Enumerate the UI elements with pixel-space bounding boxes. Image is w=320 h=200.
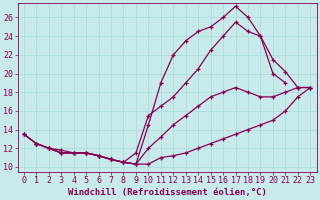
X-axis label: Windchill (Refroidissement éolien,°C): Windchill (Refroidissement éolien,°C) [68,188,267,197]
